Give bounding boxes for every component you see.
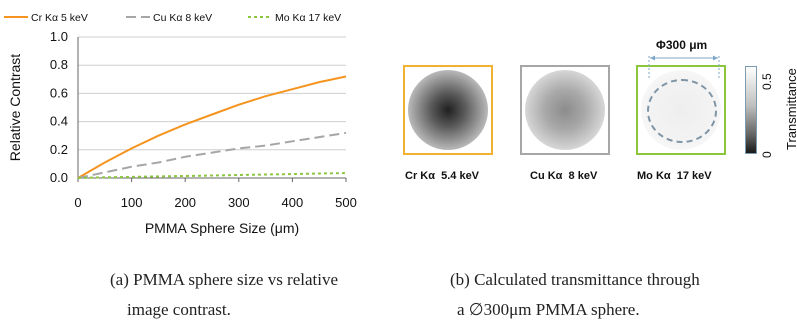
x-tick-label-3: 300	[228, 195, 250, 210]
cr-square-label: Cr Kα 5.4 keV	[405, 170, 480, 182]
cu-square-label: Cu Kα 8 keV	[530, 170, 598, 182]
legend-label-1: Cu Kα 8 keV	[153, 12, 212, 24]
series-line-1	[77, 131, 347, 179]
transmittance-colorbar	[745, 66, 757, 154]
legend-label-2: Mo Kα 17 keV	[275, 12, 341, 24]
x-tick-label-4: 400	[282, 195, 304, 210]
x-tick-label-1: 100	[121, 195, 143, 210]
diameter-arrow	[648, 55, 720, 78]
mo-square-label: Mo Kα 17 keV	[637, 170, 712, 182]
caption-b-line2: a ∅300μm PMMA sphere.	[457, 300, 640, 319]
diameter-label: Φ300 μm	[656, 38, 708, 52]
cu-transmittance-square	[520, 65, 610, 155]
series-line-2	[77, 172, 347, 179]
colorbar-title: Transmittance	[784, 68, 797, 150]
x-tick-label-0: 0	[74, 195, 81, 210]
caption-b: (b) Calculated transmittance through a ∅…	[450, 265, 750, 325]
series-line-0	[77, 75, 347, 179]
y-axis-title: Relative Contrast	[7, 54, 23, 161]
y-tick-label-5: 1.0	[50, 29, 68, 44]
x-tick-label-2: 200	[174, 195, 196, 210]
caption-a-line1: (a) PMMA sphere size vs relative	[110, 270, 339, 289]
x-axis-title: PMMA Sphere Size (μm)	[145, 220, 299, 236]
colorbar-min-label: 0	[760, 151, 774, 158]
contrast-line-chart: Cr Kα 5 keV Cu Kα 8 keV Mo Kα 17 keV 0.0 0.2…	[4, 12, 357, 236]
cr-transmittance-square	[403, 65, 493, 155]
y-tick-label-0: 0.0	[50, 170, 68, 185]
y-tick-label-2: 0.4	[50, 114, 68, 129]
legend-label-0: Cr Kα 5 keV	[31, 12, 88, 24]
sphere-outline-dashed	[647, 79, 717, 143]
y-tick-label-1: 0.2	[50, 142, 68, 157]
caption-b-line1: (b) Calculated transmittance through	[450, 270, 700, 289]
colorbar-max-label: 0.5	[760, 73, 774, 90]
cu-sphere-image	[525, 70, 605, 150]
caption-a: (a) PMMA sphere size vs relative image c…	[110, 265, 350, 325]
cr-sphere-image	[408, 70, 488, 150]
x-tick-label-5: 500	[335, 195, 357, 210]
caption-a-line2: image contrast.	[127, 300, 231, 319]
y-tick-label-3: 0.6	[50, 85, 68, 100]
y-tick-label-4: 0.8	[50, 57, 68, 72]
